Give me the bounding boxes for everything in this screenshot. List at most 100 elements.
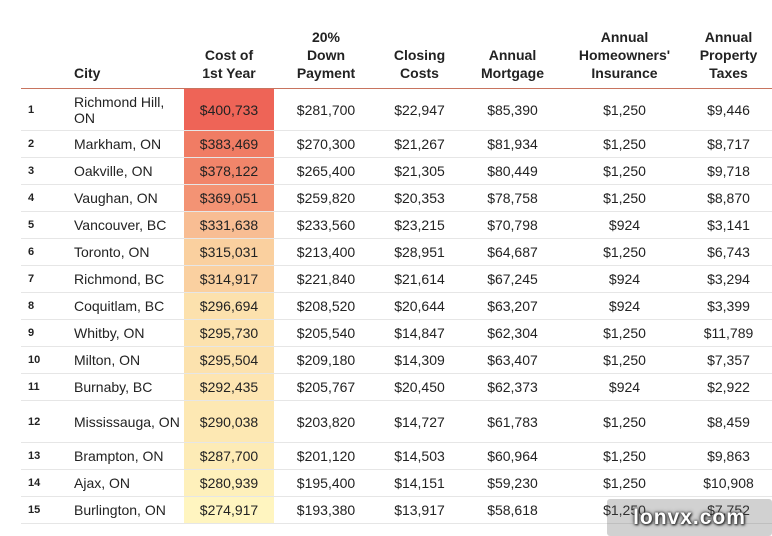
- mortgage-cell: $63,207: [461, 292, 564, 320]
- cost-cell: $296,694: [184, 292, 274, 320]
- cost-cell: $280,939: [184, 469, 274, 497]
- watermark: lonvx.com: [607, 499, 772, 536]
- closing-costs-cell: $14,727: [378, 400, 461, 443]
- property-tax-cell: $8,717: [685, 130, 772, 158]
- cost-cell: $295,504: [184, 346, 274, 374]
- cost-cell: $295,730: [184, 319, 274, 347]
- rank-cell: 9: [21, 319, 67, 347]
- city-cell: Toronto, ON: [67, 238, 184, 266]
- header-line: Costs: [400, 65, 439, 81]
- header-line: Taxes: [709, 65, 748, 81]
- rank-cell: 12: [21, 400, 67, 443]
- mortgage-cell: $85,390: [461, 88, 564, 131]
- header-line: Annual: [704, 29, 753, 45]
- city-cell: Coquitlam, BC: [67, 292, 184, 320]
- insurance-cell: $924: [564, 292, 685, 320]
- city-cell: Vancouver, BC: [67, 211, 184, 239]
- rank-cell: 11: [21, 373, 67, 401]
- insurance-cell: $1,250: [564, 238, 685, 266]
- property-tax-cell: $6,743: [685, 238, 772, 266]
- property-tax-cell: $10,908: [685, 469, 772, 497]
- cost-cell: $315,031: [184, 238, 274, 266]
- table-row: 8 Coquitlam, BC $296,694 $208,520 $20,644 $63…: [21, 292, 772, 320]
- city-cell: Ajax, ON: [67, 469, 184, 497]
- cost-cell: $378,122: [184, 157, 274, 185]
- down-payment-cell: $281,700: [274, 88, 378, 131]
- table-row: 7 Richmond, BC $314,917 $221,840 $21,614 $67,…: [21, 265, 772, 293]
- rank-cell: 15: [21, 496, 67, 524]
- property-tax-cell: $7,752: [685, 496, 772, 524]
- mortgage-cell: $67,245: [461, 265, 564, 293]
- header-rank: [21, 24, 67, 89]
- header-row: City Cost of 1st Year 20% Down Payment Clos…: [21, 24, 772, 89]
- table-row: 11 Burnaby, BC $292,435 $205,767 $20,450 $62,…: [21, 373, 772, 401]
- down-payment-cell: $205,767: [274, 373, 378, 401]
- insurance-cell: $924: [564, 265, 685, 293]
- city-cell: Milton, ON: [67, 346, 184, 374]
- property-tax-cell: $7,357: [685, 346, 772, 374]
- down-payment-cell: $270,300: [274, 130, 378, 158]
- header-line: Annual: [600, 29, 649, 45]
- insurance-cell: $1,250: [564, 130, 685, 158]
- down-payment-cell: $195,400: [274, 469, 378, 497]
- insurance-cell: $1,250: [564, 184, 685, 212]
- mortgage-cell: $63,407: [461, 346, 564, 374]
- header-closing-costs: Closing Costs: [378, 24, 461, 89]
- table-row: 2 Markham, ON $383,469 $270,300 $21,267 $81,9…: [21, 130, 772, 158]
- header-mortgage: Annual Mortgage: [461, 24, 564, 89]
- cost-cell: $369,051: [184, 184, 274, 212]
- header-down-payment: 20% Down Payment: [274, 24, 378, 89]
- down-payment-cell: $203,820: [274, 400, 378, 443]
- rank-cell: 1: [21, 88, 67, 131]
- header-city: City: [67, 24, 184, 89]
- insurance-cell: $1,250: [564, 157, 685, 185]
- property-tax-cell: $11,789: [685, 319, 772, 347]
- closing-costs-cell: $21,305: [378, 157, 461, 185]
- down-payment-cell: $221,840: [274, 265, 378, 293]
- table-row: 13 Brampton, ON $287,700 $201,120 $14,503 $60…: [21, 442, 772, 470]
- insurance-cell: $1,250: [564, 442, 685, 470]
- header-line: Annual: [488, 47, 537, 63]
- header-line: Mortgage: [481, 65, 544, 81]
- mortgage-cell: $58,618: [461, 496, 564, 524]
- city-cell: Vaughan, ON: [67, 184, 184, 212]
- header-cost: Cost of 1st Year: [184, 24, 274, 89]
- insurance-cell: $1,250: [564, 319, 685, 347]
- cost-cell: $290,038: [184, 400, 274, 443]
- property-tax-cell: $9,446: [685, 88, 772, 131]
- closing-costs-cell: $14,309: [378, 346, 461, 374]
- cost-cell: $383,469: [184, 130, 274, 158]
- table-row: 10 Milton, ON $295,504 $209,180 $14,309 $63,4…: [21, 346, 772, 374]
- table-row: 9 Whitby, ON $295,730 $205,540 $14,847 $62,30…: [21, 319, 772, 347]
- header-line: Cost of: [204, 47, 254, 63]
- city-cell: Burlington, ON: [67, 496, 184, 524]
- header-line: Property: [699, 47, 758, 63]
- down-payment-cell: $213,400: [274, 238, 378, 266]
- mortgage-cell: $62,373: [461, 373, 564, 401]
- closing-costs-cell: $21,267: [378, 130, 461, 158]
- rank-cell: 13: [21, 442, 67, 470]
- closing-costs-cell: $20,644: [378, 292, 461, 320]
- table-row: 4 Vaughan, ON $369,051 $259,820 $20,353 $78,7…: [21, 184, 772, 212]
- cost-cell: $274,917: [184, 496, 274, 524]
- table-row: 14 Ajax, ON $280,939 $195,400 $14,151 $59,230…: [21, 469, 772, 497]
- closing-costs-cell: $23,215: [378, 211, 461, 239]
- table-row: 12 Mississauga, ON $290,038 $203,820 $14,727…: [21, 400, 772, 443]
- city-cell: Richmond, BC: [67, 265, 184, 293]
- down-payment-cell: $233,560: [274, 211, 378, 239]
- city-cell: Burnaby, BC: [67, 373, 184, 401]
- closing-costs-cell: $21,614: [378, 265, 461, 293]
- down-payment-cell: $201,120: [274, 442, 378, 470]
- table-row: 3 Oakville, ON $378,122 $265,400 $21,305 $80,…: [21, 157, 772, 185]
- mortgage-cell: $61,783: [461, 400, 564, 443]
- city-cell: Brampton, ON: [67, 442, 184, 470]
- property-tax-cell: $3,141: [685, 211, 772, 239]
- header-line: Down: [306, 47, 346, 63]
- mortgage-cell: $62,304: [461, 319, 564, 347]
- table-body: 1 Richmond Hill, ON $400,733 $281,700 $22,94…: [21, 88, 772, 524]
- closing-costs-cell: $14,847: [378, 319, 461, 347]
- city-cell: Mississauga, ON: [67, 400, 184, 443]
- closing-costs-cell: $13,917: [378, 496, 461, 524]
- mortgage-cell: $78,758: [461, 184, 564, 212]
- header-line: 20%: [311, 29, 341, 45]
